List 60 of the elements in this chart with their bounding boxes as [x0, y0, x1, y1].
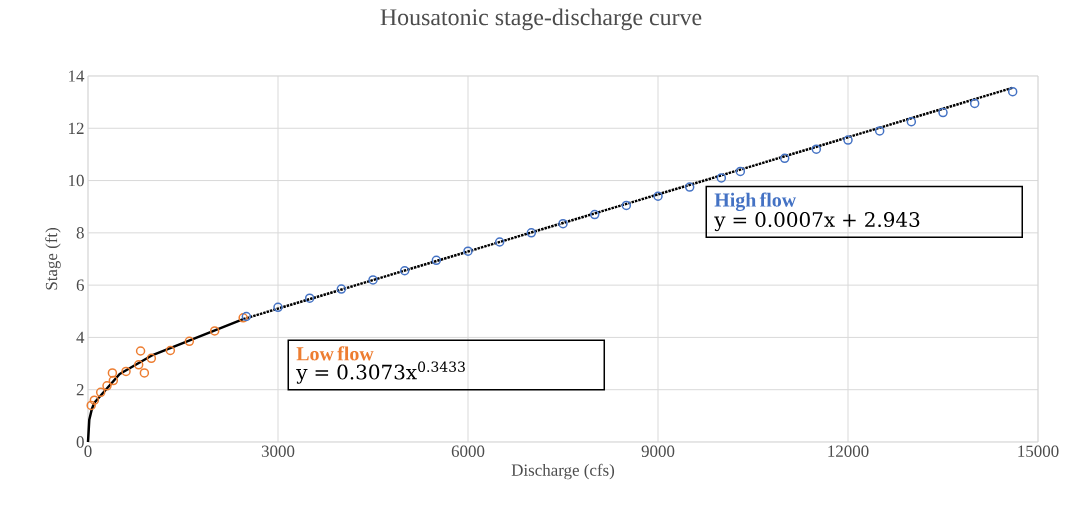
point: [107, 368, 118, 378]
point: [811, 144, 822, 154]
point: [368, 275, 378, 285]
series-label: High flow: [714, 192, 797, 211]
point: [336, 284, 347, 294]
point: [969, 98, 980, 109]
point: [653, 191, 663, 201]
point: [121, 366, 131, 377]
point: [165, 345, 176, 356]
point: [735, 166, 746, 177]
y-axis-title: Stage (ft): [45, 227, 61, 290]
point: [463, 246, 473, 256]
y-tick-label: 10: [69, 174, 84, 187]
point: [273, 302, 283, 313]
point: [621, 200, 632, 211]
point: [241, 311, 252, 322]
x-axis-title: Discharge (cfs): [511, 463, 615, 480]
y-tick-label: 12: [69, 122, 84, 134]
x-tick-label: 9000: [641, 445, 675, 457]
annotation: y = 0.3073x$^{0.3433}$: [296, 361, 465, 384]
x-tick-label: 12000: [828, 445, 869, 457]
y-tick-label: 4: [76, 331, 85, 343]
point: [102, 381, 112, 391]
y-tick-label: 6: [76, 279, 84, 291]
point: [133, 360, 144, 370]
point: [526, 228, 537, 238]
point: [779, 153, 790, 164]
point: [209, 326, 220, 336]
y-tick-label: 8: [76, 227, 84, 239]
point: [684, 182, 695, 192]
point: [108, 375, 119, 386]
point: [494, 237, 505, 247]
point: [589, 209, 600, 220]
point: [874, 126, 885, 136]
y-tick-label: 14: [69, 70, 85, 82]
point: [238, 313, 248, 323]
annotation: y = 0.0007x + 2.943: [714, 211, 920, 232]
point: [146, 353, 157, 364]
x-tick-label: 3000: [261, 445, 295, 457]
y-tick-label: 0: [76, 436, 84, 448]
x-tick-label: 15000: [1018, 445, 1059, 457]
point: [184, 336, 195, 347]
chart-title: Housatonic stage-discharge curve: [380, 8, 702, 31]
point: [399, 266, 410, 276]
point: [906, 116, 917, 127]
point: [716, 173, 727, 183]
point: [135, 346, 146, 356]
point: [1007, 86, 1018, 97]
x-tick-label: 6000: [451, 445, 485, 457]
point: [304, 293, 315, 303]
text: Low flow: [296, 346, 374, 361]
point: [95, 387, 106, 398]
y-tick-label: 2: [76, 384, 84, 396]
point: [86, 400, 96, 411]
point: [558, 218, 568, 229]
point: [431, 255, 442, 266]
point: [89, 395, 100, 405]
point: [843, 135, 853, 145]
point: [938, 107, 948, 118]
point: [139, 368, 150, 378]
